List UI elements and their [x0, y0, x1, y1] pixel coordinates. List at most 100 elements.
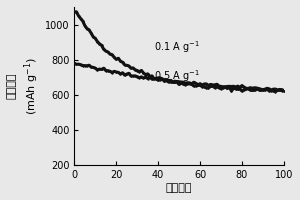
Point: [116, 57, 121, 60]
Point: [87, 28, 92, 31]
Point: [252, 86, 257, 89]
Point: [265, 87, 269, 90]
Point: [177, 83, 182, 86]
Point: [72, 11, 77, 14]
Point: [254, 87, 259, 91]
Point: [275, 88, 280, 92]
Point: [85, 27, 89, 30]
Point: [103, 69, 108, 72]
Point: [250, 87, 255, 90]
Point: [158, 78, 163, 81]
Point: [238, 86, 242, 89]
Point: [99, 44, 104, 47]
Point: [160, 77, 165, 81]
Point: [128, 67, 133, 70]
Point: [236, 85, 240, 88]
Point: [210, 83, 215, 87]
Point: [106, 69, 110, 72]
Point: [112, 70, 117, 73]
Point: [229, 89, 234, 93]
Point: [271, 89, 276, 92]
Point: [74, 10, 79, 13]
Point: [229, 85, 234, 88]
Point: [258, 88, 263, 91]
Point: [225, 85, 230, 88]
Point: [214, 83, 219, 86]
Point: [187, 82, 192, 85]
Point: [168, 79, 173, 82]
Point: [242, 88, 247, 91]
Point: [227, 85, 232, 88]
Point: [130, 66, 135, 70]
Point: [210, 85, 215, 88]
Point: [93, 37, 98, 40]
Point: [214, 85, 219, 88]
Point: [217, 84, 221, 88]
Point: [170, 80, 175, 84]
Point: [252, 89, 257, 92]
Point: [185, 82, 190, 85]
Point: [273, 87, 278, 91]
Point: [122, 63, 127, 66]
Point: [179, 81, 184, 85]
Point: [156, 79, 161, 82]
Point: [271, 88, 276, 91]
Point: [76, 63, 81, 66]
Point: [225, 87, 230, 90]
Point: [82, 24, 87, 27]
Point: [185, 81, 190, 84]
Point: [183, 82, 188, 85]
Point: [246, 87, 251, 90]
Point: [170, 81, 175, 84]
Point: [168, 80, 173, 83]
Point: [244, 87, 249, 90]
Point: [156, 76, 161, 79]
Point: [103, 49, 108, 53]
Point: [262, 88, 267, 92]
Point: [162, 78, 167, 81]
Point: [95, 68, 100, 72]
Point: [108, 52, 112, 56]
Point: [189, 82, 194, 85]
Point: [80, 19, 85, 23]
Point: [147, 76, 152, 79]
Point: [233, 87, 238, 90]
Point: [246, 87, 251, 90]
Point: [128, 74, 133, 78]
Y-axis label: 电池容量
(mAh g$^{-1}$): 电池容量 (mAh g$^{-1}$): [7, 57, 41, 115]
Point: [114, 70, 119, 74]
Point: [204, 86, 209, 89]
Point: [281, 89, 286, 92]
Point: [279, 89, 284, 92]
Point: [231, 85, 236, 88]
Point: [95, 40, 100, 43]
Point: [265, 88, 269, 91]
Point: [183, 83, 188, 86]
Point: [143, 76, 148, 79]
Point: [120, 61, 125, 64]
Point: [275, 89, 280, 92]
Point: [256, 88, 261, 91]
Point: [78, 17, 83, 20]
Point: [240, 89, 244, 93]
Point: [139, 75, 144, 78]
Point: [273, 90, 278, 93]
Point: [219, 87, 224, 90]
Point: [194, 84, 198, 87]
Point: [208, 85, 213, 88]
Point: [133, 68, 137, 71]
Point: [118, 60, 123, 63]
Point: [267, 89, 272, 92]
Point: [166, 79, 171, 82]
Point: [202, 85, 207, 88]
Point: [279, 88, 284, 91]
Point: [87, 64, 92, 67]
Point: [74, 63, 79, 66]
Text: 0.5 A g$^{-1}$: 0.5 A g$^{-1}$: [154, 68, 200, 84]
Point: [106, 50, 110, 53]
Point: [166, 80, 171, 84]
Point: [200, 85, 205, 88]
Point: [139, 69, 144, 72]
Point: [124, 64, 129, 67]
Point: [175, 80, 179, 83]
